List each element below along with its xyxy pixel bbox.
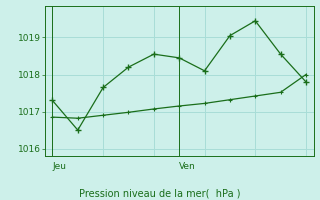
Text: Ven: Ven — [179, 162, 196, 171]
Text: Pression niveau de la mer(  hPa ): Pression niveau de la mer( hPa ) — [79, 188, 241, 198]
Text: Jeu: Jeu — [52, 162, 67, 171]
